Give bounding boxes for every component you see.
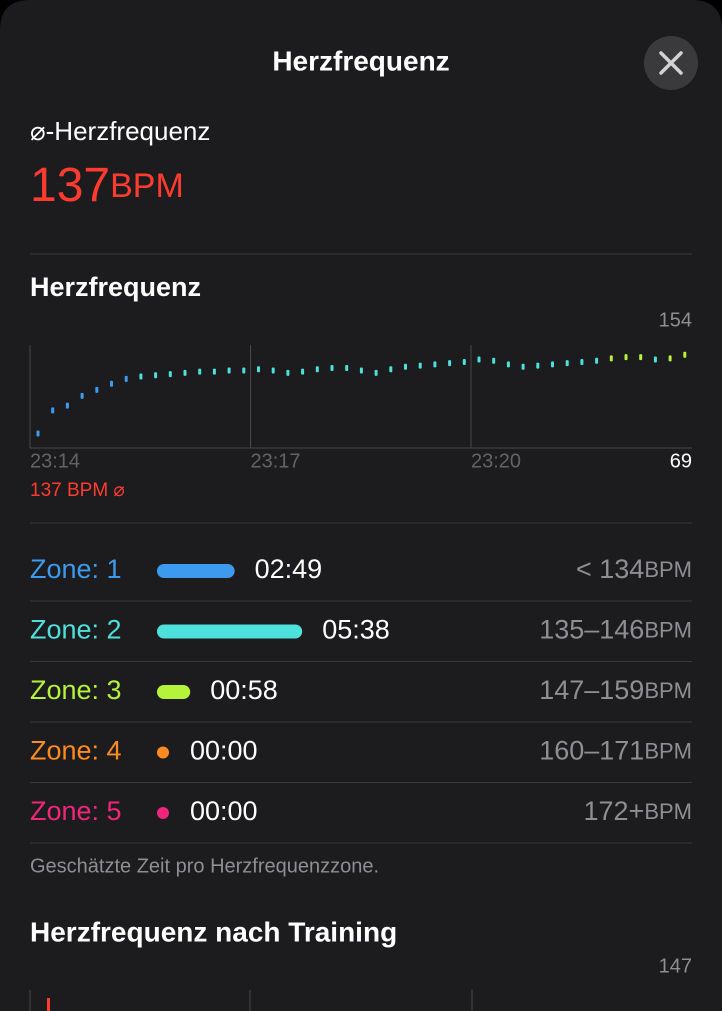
summary-unit: BPM: [110, 167, 184, 205]
zone-range: 160–171BPM: [539, 736, 692, 766]
zone-duration: 00:00: [190, 736, 258, 766]
zone-range-unit: BPM: [644, 799, 692, 824]
data-point: [242, 367, 246, 374]
zone-range-value: < 134: [576, 554, 644, 584]
data-point: [183, 369, 187, 376]
zone-range-value: 147–159: [539, 675, 644, 705]
zone-label: Zone: 3: [30, 675, 122, 705]
y-tick-label: 154: [659, 309, 692, 331]
data-point: [212, 368, 216, 375]
section-title: Herzfrequenz nach Training: [30, 916, 397, 947]
data-point: [506, 361, 510, 368]
summary-number: 137: [30, 159, 110, 212]
zone-range: < 134BPM: [576, 554, 692, 584]
y-tick-label: 147: [659, 955, 692, 977]
zone-dot: [157, 746, 169, 759]
data-point: [536, 362, 540, 369]
data-point: [168, 371, 172, 378]
average-label: 137 BPM ⌀: [30, 480, 125, 501]
zone-label: Zone: 2: [30, 615, 122, 645]
data-point: [110, 380, 113, 387]
data-point: [124, 375, 128, 382]
data-point: [315, 366, 319, 373]
data-point: [345, 365, 349, 372]
data-point: [565, 360, 569, 367]
data-point: [639, 354, 643, 361]
zone-range: 172+BPM: [583, 796, 692, 826]
data-point: [154, 372, 158, 379]
data-point: [374, 369, 378, 376]
y-tick-label: 69: [670, 450, 692, 472]
zone-label: Zone: 4: [30, 736, 122, 766]
data-point: [492, 357, 496, 364]
zone-range-value: 160–171: [539, 736, 644, 766]
data-point: [65, 402, 69, 409]
data-point: [462, 358, 466, 365]
data-point: [683, 351, 687, 358]
zone-range-unit: BPM: [644, 617, 692, 642]
data-point: [551, 361, 554, 368]
data-point: [389, 366, 393, 373]
x-tick-label: 23:20: [471, 450, 521, 472]
zone-dot: [157, 807, 169, 819]
data-point: [580, 358, 584, 365]
zone-bar: [157, 624, 303, 639]
zone-label: Zone: 5: [30, 796, 122, 826]
data-point: [257, 366, 260, 373]
data-point: [51, 407, 55, 414]
footnote: Geschätzte Zeit pro Herzfrequenzzone.: [30, 855, 379, 877]
chart-title: Herzfrequenz: [30, 272, 201, 302]
data-point: [286, 369, 290, 376]
summary-label: ⌀-Herzfrequenz: [30, 116, 210, 146]
zone-range: 147–159BPM: [539, 675, 692, 705]
data-point: [404, 363, 407, 370]
data-point: [80, 392, 84, 399]
data-point: [433, 361, 437, 368]
data-point: [448, 360, 452, 367]
zone-duration: 05:38: [322, 615, 390, 645]
zone-range-value: 135–146: [539, 615, 644, 645]
data-point: [668, 355, 672, 362]
zone-range-value: 172+: [583, 796, 644, 826]
recovery-point: [47, 998, 50, 1011]
close-icon[interactable]: [659, 51, 683, 75]
data-point: [595, 357, 599, 364]
x-tick-label: 23:17: [251, 450, 301, 472]
zone-bar: [157, 685, 191, 699]
data-point: [139, 373, 143, 380]
zone-range-unit: BPM: [644, 678, 692, 703]
summary-value: 137BPM: [30, 159, 184, 212]
data-point: [271, 367, 275, 374]
data-point: [521, 363, 525, 370]
data-point: [95, 386, 99, 393]
zone-duration: 00:00: [190, 796, 258, 826]
sheet-title: Herzfrequenz: [272, 45, 449, 76]
zone-bar: [157, 564, 235, 578]
data-point: [330, 365, 334, 372]
zone-label: Zone: 1: [30, 554, 122, 584]
data-point: [653, 356, 657, 363]
data-point: [477, 356, 481, 363]
zone-duration: 00:58: [210, 675, 278, 705]
zone-range: 135–146BPM: [539, 615, 692, 645]
x-tick-label: 23:14: [30, 450, 80, 472]
data-point: [418, 362, 422, 369]
close-button[interactable]: [644, 36, 698, 90]
data-point: [624, 354, 628, 361]
data-point: [36, 430, 40, 437]
data-point: [359, 367, 363, 374]
data-point: [609, 355, 613, 362]
data-point: [227, 367, 231, 374]
zone-range-unit: BPM: [644, 738, 692, 763]
zone-duration: 02:49: [255, 554, 323, 584]
data-point: [301, 368, 305, 375]
zone-range-unit: BPM: [644, 557, 692, 582]
data-point: [198, 368, 202, 375]
